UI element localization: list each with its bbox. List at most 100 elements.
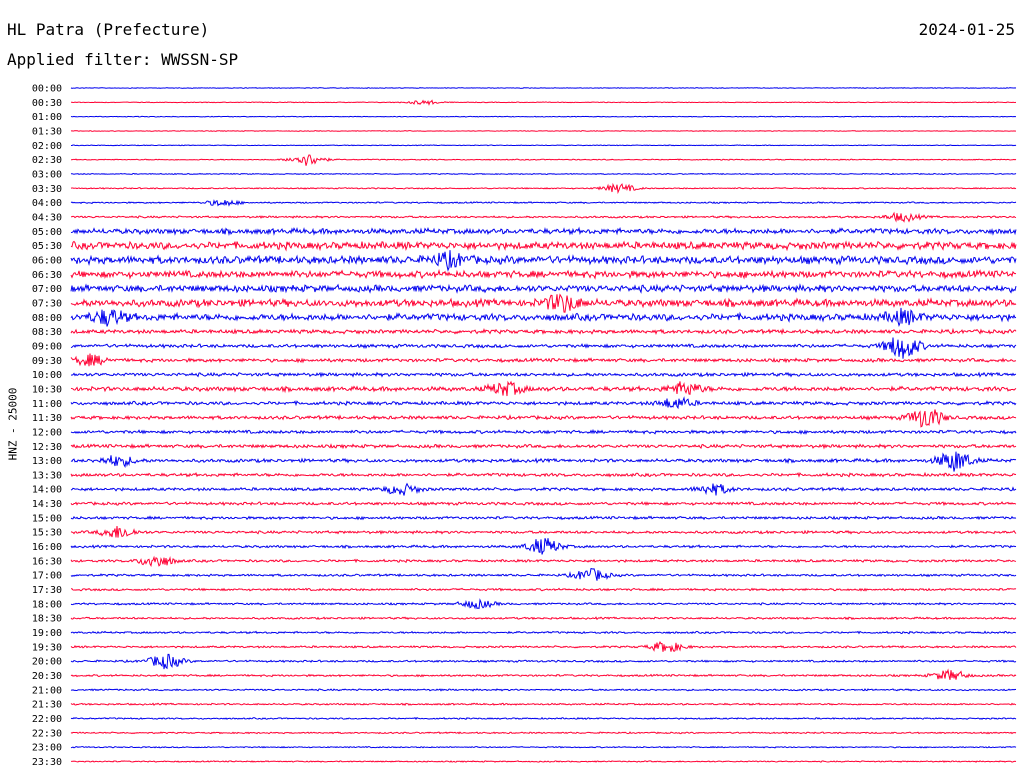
trace-line: [70, 226, 1017, 237]
row-time-label: 13:00: [32, 456, 62, 467]
row-time-label: 04:00: [32, 198, 62, 209]
row-time-label: 12:30: [32, 442, 62, 453]
trace-line: [70, 587, 1017, 592]
trace-line: [70, 630, 1017, 635]
trace-line: [70, 641, 1017, 652]
trace-line: [70, 515, 1017, 521]
trace-line: [70, 702, 1017, 707]
row-time-label: 15:30: [32, 528, 62, 539]
row-time-label: 05:30: [32, 241, 62, 252]
trace-line: [70, 443, 1017, 450]
trace-line: [70, 598, 1017, 610]
trace-line: [70, 568, 1017, 581]
trace-line: [70, 144, 1017, 147]
row-time-label: 22:30: [32, 728, 62, 739]
trace-line: [70, 353, 1017, 367]
trace-line: [70, 293, 1017, 313]
row-time-label: 18:30: [32, 614, 62, 625]
trace-line: [70, 154, 1017, 166]
row-time-label: 07:00: [32, 284, 62, 295]
row-time-label: 20:30: [32, 671, 62, 682]
row-time-label: 03:30: [32, 184, 62, 195]
row-time-label: 12:00: [32, 427, 62, 438]
trace-line: [70, 653, 1017, 670]
row-time-label: 21:30: [32, 700, 62, 711]
row-time-label: 16:30: [32, 556, 62, 567]
row-time-label: 14:30: [32, 499, 62, 510]
row-time-label: 17:30: [32, 585, 62, 596]
trace-line: [70, 199, 1017, 207]
trace-line: [70, 240, 1017, 252]
row-time-label: 09:00: [32, 341, 62, 352]
trace-line: [70, 327, 1017, 336]
row-time-label: 22:00: [32, 714, 62, 725]
row-time-label: 06:00: [32, 255, 62, 266]
trace-line: [70, 538, 1017, 555]
trace-line: [70, 172, 1017, 176]
trace-line: [70, 268, 1017, 280]
trace-line: [70, 555, 1017, 567]
row-time-label: 08:30: [32, 327, 62, 338]
row-time-label: 19:30: [32, 642, 62, 653]
row-time-label: 21:00: [32, 685, 62, 696]
trace-line: [70, 371, 1017, 378]
row-time-label: 08:00: [32, 313, 62, 324]
trace-line: [70, 688, 1017, 692]
row-time-label: 07:30: [32, 298, 62, 309]
trace-line: [70, 668, 1017, 680]
trace-line: [70, 307, 1017, 327]
row-time-label: 06:30: [32, 270, 62, 281]
trace-line: [70, 501, 1017, 507]
trace-line: [70, 482, 1017, 496]
row-time-label: 00:00: [32, 84, 62, 95]
trace-line: [70, 130, 1017, 132]
trace-line: [70, 451, 1017, 472]
trace-line: [70, 616, 1017, 621]
trace-line: [70, 211, 1017, 223]
trace-line: [70, 115, 1017, 118]
trace-line: [70, 283, 1017, 294]
trace-line: [70, 396, 1017, 410]
trace-line: [70, 87, 1017, 89]
row-time-label: 13:30: [32, 470, 62, 481]
row-time-label: 01:30: [32, 126, 62, 137]
date-label: 2024-01-25: [918, 20, 1015, 39]
row-time-label: 18:00: [32, 599, 62, 610]
filter-label: Applied filter: WWSSN-SP: [7, 50, 239, 69]
row-time-label: 17:00: [32, 571, 62, 582]
trace-line: [70, 337, 1017, 359]
row-time-label: 14:00: [32, 485, 62, 496]
row-time-label: 10:00: [32, 370, 62, 381]
row-time-label: 19:00: [32, 628, 62, 639]
trace-line: [70, 250, 1017, 272]
trace-line: [70, 428, 1017, 435]
row-time-label: 01:00: [32, 112, 62, 123]
station-title: HL Patra (Prefecture): [7, 20, 210, 39]
row-time-label: 02:30: [32, 155, 62, 166]
row-time-label: 16:00: [32, 542, 62, 553]
trace-line: [70, 716, 1017, 720]
trace-line: [70, 745, 1017, 749]
trace-line: [70, 760, 1017, 763]
trace-line: [70, 525, 1017, 538]
trace-line: [70, 409, 1017, 428]
row-time-label: 11:30: [32, 413, 62, 424]
trace-line: [70, 182, 1017, 195]
row-time-label: 00:30: [32, 98, 62, 109]
trace-line: [70, 731, 1017, 735]
trace-line: [70, 471, 1017, 478]
row-time-label: 23:30: [32, 757, 62, 768]
row-time-label: 15:00: [32, 513, 62, 524]
row-time-label: 23:00: [32, 743, 62, 754]
trace-line: [70, 380, 1017, 397]
row-time-label: 09:30: [32, 356, 62, 367]
row-time-label: 02:00: [32, 141, 62, 152]
row-time-label: 03:00: [32, 169, 62, 180]
trace-line: [70, 99, 1017, 106]
row-time-label: 05:00: [32, 227, 62, 238]
row-time-label: 11:00: [32, 399, 62, 410]
row-time-label: 20:00: [32, 657, 62, 668]
row-time-label: 10:30: [32, 384, 62, 395]
row-time-label: 04:30: [32, 212, 62, 223]
